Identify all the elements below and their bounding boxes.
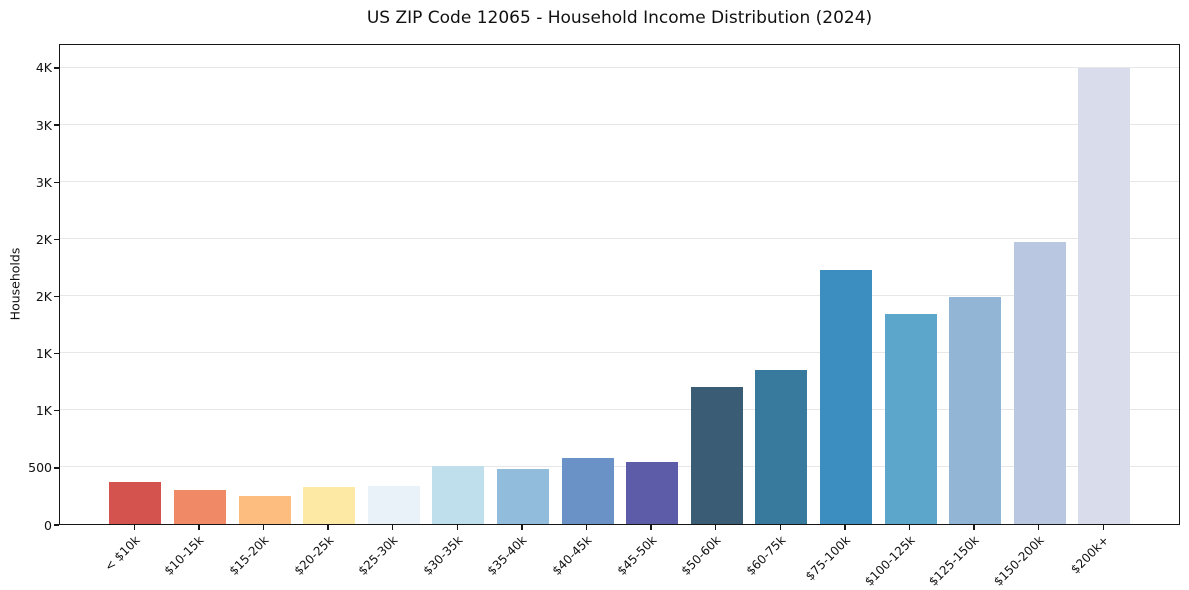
x-tick-mark xyxy=(198,525,200,530)
bar xyxy=(303,487,356,524)
plot-area xyxy=(59,44,1180,525)
y-tick-mark xyxy=(54,181,59,183)
y-tick-label: 2K xyxy=(35,231,52,247)
x-tick-label-text: $100-125k xyxy=(861,533,918,589)
x-tick-label-text: $10-15k xyxy=(161,533,207,578)
x-tick-mark xyxy=(262,525,265,530)
y-tick-label: 2K xyxy=(35,288,52,304)
x-tick-mark xyxy=(133,525,135,530)
gridline xyxy=(60,180,1179,182)
x-tick-label-text: $200k+ xyxy=(1067,533,1112,577)
x-tick-mark xyxy=(456,525,458,530)
y-tick-mark xyxy=(54,124,59,126)
bar xyxy=(561,458,614,524)
x-tick-mark xyxy=(908,525,911,530)
bar xyxy=(626,462,679,524)
x-tick-mark xyxy=(327,525,329,530)
gridline xyxy=(60,409,1179,411)
gridline xyxy=(60,466,1179,468)
x-tick-label-text: $60-75k xyxy=(743,533,789,578)
y-tick-label: 0 xyxy=(44,517,52,533)
x-tick-label-text: $125-150k xyxy=(926,533,982,589)
bar xyxy=(367,486,420,524)
y-axis-label: Households xyxy=(7,247,23,321)
x-tick-mark xyxy=(650,525,652,530)
x-tick-label-text: $25-30k xyxy=(355,533,401,578)
x-tick-label-text: $150-200k xyxy=(990,533,1047,589)
y-tick-mark xyxy=(54,238,59,241)
gridlines-layer xyxy=(60,45,1179,524)
x-tick-label-text: $40-45k xyxy=(549,533,595,578)
x-tick-label-text: $15-20k xyxy=(226,533,272,578)
bar xyxy=(496,469,549,524)
bar xyxy=(173,490,226,524)
x-tick-mark xyxy=(973,525,975,530)
y-tick-label: 1K xyxy=(35,403,52,419)
bar xyxy=(949,297,1002,524)
gridline xyxy=(60,237,1179,239)
bar xyxy=(819,270,872,524)
x-tick-mark xyxy=(779,525,781,530)
y-tick-label: 4K xyxy=(35,60,52,76)
bar xyxy=(690,387,743,524)
x-tick-label-text: $75-100k xyxy=(802,533,853,584)
x-tick-mark xyxy=(1038,525,1040,530)
y-tick-label: 3K xyxy=(35,117,52,133)
gridline xyxy=(60,123,1179,125)
y-tick-mark xyxy=(54,524,59,526)
bar xyxy=(755,370,808,524)
y-tick-mark xyxy=(54,410,59,412)
bar xyxy=(1013,242,1066,524)
y-tick-label: 500 xyxy=(28,460,52,476)
gridline xyxy=(60,352,1179,354)
x-tick-mark xyxy=(392,525,394,530)
x-tick-label-text: < $10k xyxy=(101,533,143,574)
x-tick-mark xyxy=(715,525,717,530)
gridline xyxy=(60,66,1179,68)
x-tick-label-text: $20-25k xyxy=(291,533,336,578)
y-tick-mark xyxy=(54,295,59,298)
y-tick-mark xyxy=(54,67,59,69)
x-tick-label-text: $50-60k xyxy=(678,533,724,578)
y-tick-mark xyxy=(54,467,59,469)
bars-layer xyxy=(60,45,1179,524)
y-tick-label: 3K xyxy=(35,174,52,190)
chart-title: US ZIP Code 12065 - Household Income Dis… xyxy=(366,8,873,28)
bar xyxy=(109,482,162,524)
gridline xyxy=(60,295,1179,296)
bar xyxy=(1078,68,1131,524)
bar xyxy=(432,466,485,524)
bar xyxy=(238,496,291,524)
x-tick-label-text: $45-50k xyxy=(614,533,659,578)
x-tick-mark xyxy=(1102,525,1104,530)
x-tick-mark xyxy=(844,525,846,530)
x-tick-label-text: $30-35k xyxy=(420,533,466,578)
x-tick-mark xyxy=(521,525,523,530)
y-tick-mark xyxy=(54,352,59,355)
bar xyxy=(884,314,937,524)
y-tick-label: 1K xyxy=(35,346,52,362)
x-tick-label-text: $35-40k xyxy=(484,533,530,578)
x-tick-mark xyxy=(585,525,588,530)
